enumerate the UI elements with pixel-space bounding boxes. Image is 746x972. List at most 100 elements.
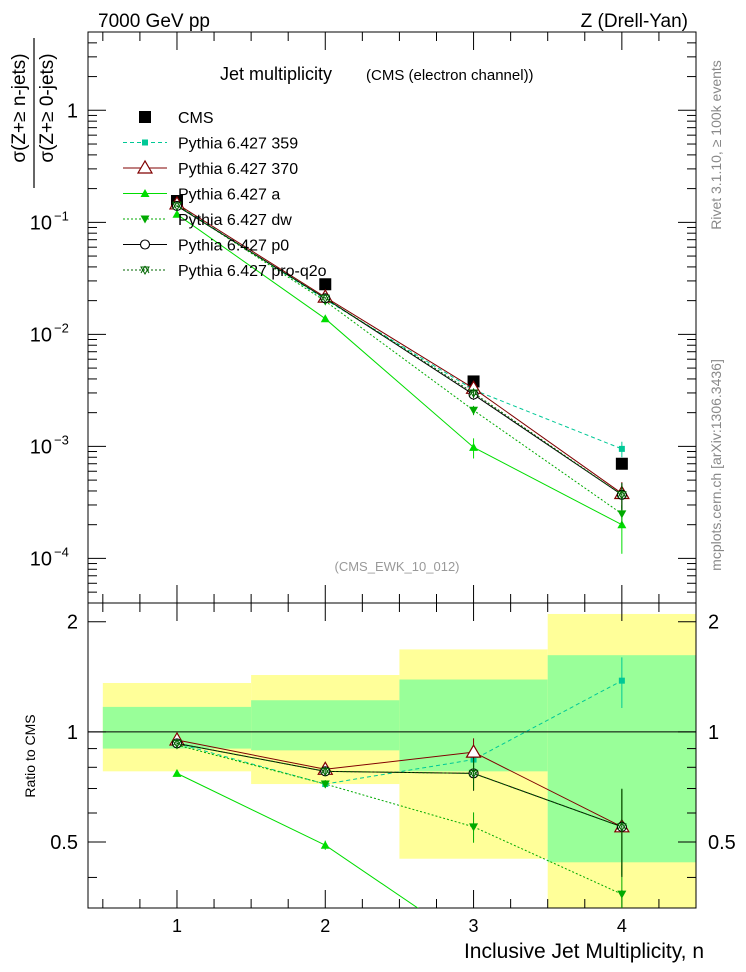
main-subtitle: (CMS (electron channel)) bbox=[366, 67, 534, 84]
ratio-point-pythia-6-427-370-shape bbox=[465, 743, 482, 758]
ratio-y-tick-label-right: 2 bbox=[708, 612, 719, 634]
legend-label-cms: CMS bbox=[178, 110, 214, 127]
ratio-band-green-2 bbox=[251, 700, 400, 751]
ratio-line-pythia-6-427-a bbox=[176, 772, 419, 908]
point-pythia-6-427-dw-shape bbox=[617, 510, 627, 519]
ratio-point-pythia-6-427-a-shape bbox=[320, 840, 330, 849]
point-pythia-6-427-a bbox=[469, 442, 479, 451]
ratio-y-tick-label: 0.5 bbox=[50, 832, 78, 854]
main-y-tick-label: 1 bbox=[67, 100, 78, 122]
ratio-point-pythia-6-427-pro-q2o bbox=[172, 739, 182, 749]
point-pythia-6-427-pro-q2o-shape bbox=[468, 388, 479, 398]
point-pythia-6-427-pro-q2o-shape bbox=[616, 490, 627, 500]
ratio-point-pythia-6-427-dw bbox=[617, 890, 627, 899]
y-axis-label: σ(Z+≥ n-jets) σ(Z+≥ 0-jets) bbox=[9, 38, 58, 188]
legend-marker-pythia-6-427-a-shape bbox=[140, 189, 150, 197]
ratio-y-tick-label-right: 1 bbox=[708, 722, 719, 744]
main-panel: Jet multiplicity (CMS (electron channel)… bbox=[9, 31, 697, 604]
ratio-point-pythia-6-427-a bbox=[320, 840, 330, 849]
legend-marker-pythia-6-427-dw bbox=[140, 215, 150, 224]
main-title: Jet multiplicity bbox=[220, 64, 332, 84]
legend-marker-pythia-6-427-370-shape bbox=[136, 159, 154, 174]
point-pythia-6-427-a bbox=[172, 209, 182, 218]
ratio-y-tick-label: 2 bbox=[67, 612, 78, 634]
energy-label: 7000 GeV pp bbox=[98, 11, 210, 32]
point-pythia-6-427-pro-q2o-shape bbox=[320, 294, 331, 304]
legend-label-pythia-6-427-370: Pythia 6.427 370 bbox=[178, 161, 298, 178]
main-y-tick-label: 10 bbox=[30, 212, 52, 234]
ratio-x-tick-label: 4 bbox=[617, 916, 627, 936]
ratio-point-pythia-6-427-a-shape bbox=[172, 768, 182, 777]
point-pythia-6-427-pro-q2o bbox=[468, 388, 479, 398]
ratio-x-tick-label: 3 bbox=[469, 916, 479, 936]
point-pythia-6-427-a-shape bbox=[320, 314, 330, 323]
point-pythia-6-427-dw bbox=[617, 510, 627, 519]
y-axis-label-denominator: σ(Z+≥ 0-jets) bbox=[37, 53, 58, 162]
process-label: Z (Drell-Yan) bbox=[581, 11, 688, 32]
legend-marker-pythia-6-427-359 bbox=[142, 139, 148, 146]
point-pythia-6-427-pro-q2o bbox=[320, 294, 331, 304]
legend-marker-cms-shape bbox=[139, 111, 151, 123]
legend-marker-pythia-6-427-pro-q2o bbox=[140, 265, 150, 276]
rivet-label: Rivet 3.1.10, ≥ 100k events bbox=[708, 60, 724, 230]
main-y-tick-exponent: −4 bbox=[54, 544, 69, 559]
legend-marker-pythia-6-427-a bbox=[140, 189, 150, 197]
legend-marker-pythia-6-427-370 bbox=[136, 159, 154, 174]
main-y-tick-label: 10 bbox=[30, 548, 52, 570]
legend-label-pythia-6-427-a: Pythia 6.427 a bbox=[178, 187, 280, 204]
ratio-frame bbox=[87, 602, 697, 909]
point-pythia-6-427-dw-shape bbox=[469, 406, 479, 415]
point-pythia-6-427-359-shape bbox=[618, 445, 625, 452]
main-y-tick-label: 10 bbox=[30, 324, 52, 346]
ratio-point-pythia-6-427-pro-q2o bbox=[320, 767, 331, 777]
ratio-point-pythia-6-427-dw-shape bbox=[617, 890, 627, 899]
legend-label-pythia-6-427-pro-q2o: Pythia 6.427 pro-q2o bbox=[178, 263, 327, 280]
legend-marker-pythia-6-427-pro-q2o-shape bbox=[140, 265, 150, 276]
main-y-tick-exponent: −3 bbox=[54, 432, 69, 447]
point-pythia-6-427-a-shape bbox=[469, 442, 479, 451]
ratio-point-pythia-6-427-pro-q2o-shape bbox=[172, 739, 182, 749]
legend-label-pythia-6-427-359: Pythia 6.427 359 bbox=[178, 136, 298, 153]
legend-label-pythia-6-427-dw: Pythia 6.427 dw bbox=[178, 212, 292, 229]
point-pythia-6-427-pro-q2o-shape bbox=[172, 201, 182, 211]
point-pythia-6-427-a-shape bbox=[172, 209, 182, 218]
main-y-tick-label: 10 bbox=[30, 436, 52, 458]
legend-marker-pythia-6-427-p0-shape bbox=[139, 239, 151, 250]
ratio-line-pythia-6-427-pro-q2o bbox=[176, 742, 623, 828]
ratio-x-tick-label: 2 bbox=[320, 916, 330, 936]
series-line-pythia-6-427-p0 bbox=[176, 205, 623, 496]
ratio-y-tick-label-right: 0.5 bbox=[708, 832, 736, 854]
x-axis-label: Inclusive Jet Multiplicity, n bbox=[464, 940, 704, 963]
point-pythia-6-427-pro-q2o bbox=[616, 490, 627, 500]
ratio-point-pythia-6-427-pro-q2o-shape bbox=[468, 769, 479, 779]
ratio-point-pythia-6-427-dw-shape bbox=[469, 823, 479, 832]
legend-marker-cms bbox=[139, 111, 151, 123]
series-line-pythia-6-427-a bbox=[176, 213, 623, 526]
series-line-pythia-6-427-370 bbox=[176, 203, 623, 494]
legend-marker-pythia-6-427-dw-shape bbox=[140, 215, 150, 224]
ratio-point-pythia-6-427-359-shape bbox=[618, 677, 625, 684]
ratio-point-pythia-6-427-pro-q2o bbox=[616, 822, 627, 832]
ratio-point-pythia-6-427-dw-shape bbox=[320, 780, 330, 789]
ratio-line-pythia-6-427-359 bbox=[176, 680, 623, 785]
main-y-tick-exponent: −2 bbox=[54, 320, 69, 335]
mcplots-label: mcplots.cern.ch [arXiv:1306.3436] bbox=[708, 359, 724, 571]
series-line-pythia-6-427-dw bbox=[176, 204, 623, 515]
ratio-line-pythia-6-427-370 bbox=[176, 739, 623, 828]
point-pythia-6-427-a bbox=[320, 314, 330, 323]
legend-label-pythia-6-427-p0: Pythia 6.427 p0 bbox=[178, 238, 289, 255]
ratio-y-axis-label: Ratio to CMS bbox=[22, 714, 38, 797]
main-y-tick-exponent: −1 bbox=[54, 208, 69, 223]
point-cms bbox=[319, 278, 332, 291]
ratio-point-pythia-6-427-359 bbox=[618, 677, 625, 684]
ratio-point-pythia-6-427-dw bbox=[469, 823, 479, 832]
point-cms-shape bbox=[615, 457, 628, 470]
ratio-point-pythia-6-427-dw bbox=[320, 780, 330, 789]
ratio-point-pythia-6-427-pro-q2o bbox=[468, 769, 479, 779]
y-axis-label-numerator: σ(Z+≥ n-jets) bbox=[9, 53, 30, 162]
ratio-point-pythia-6-427-370 bbox=[465, 743, 482, 758]
ratio-x-tick-label: 1 bbox=[172, 916, 182, 936]
legend-marker-pythia-6-427-p0 bbox=[139, 239, 151, 250]
analysis-label: (CMS_EWK_10_012) bbox=[335, 559, 460, 574]
